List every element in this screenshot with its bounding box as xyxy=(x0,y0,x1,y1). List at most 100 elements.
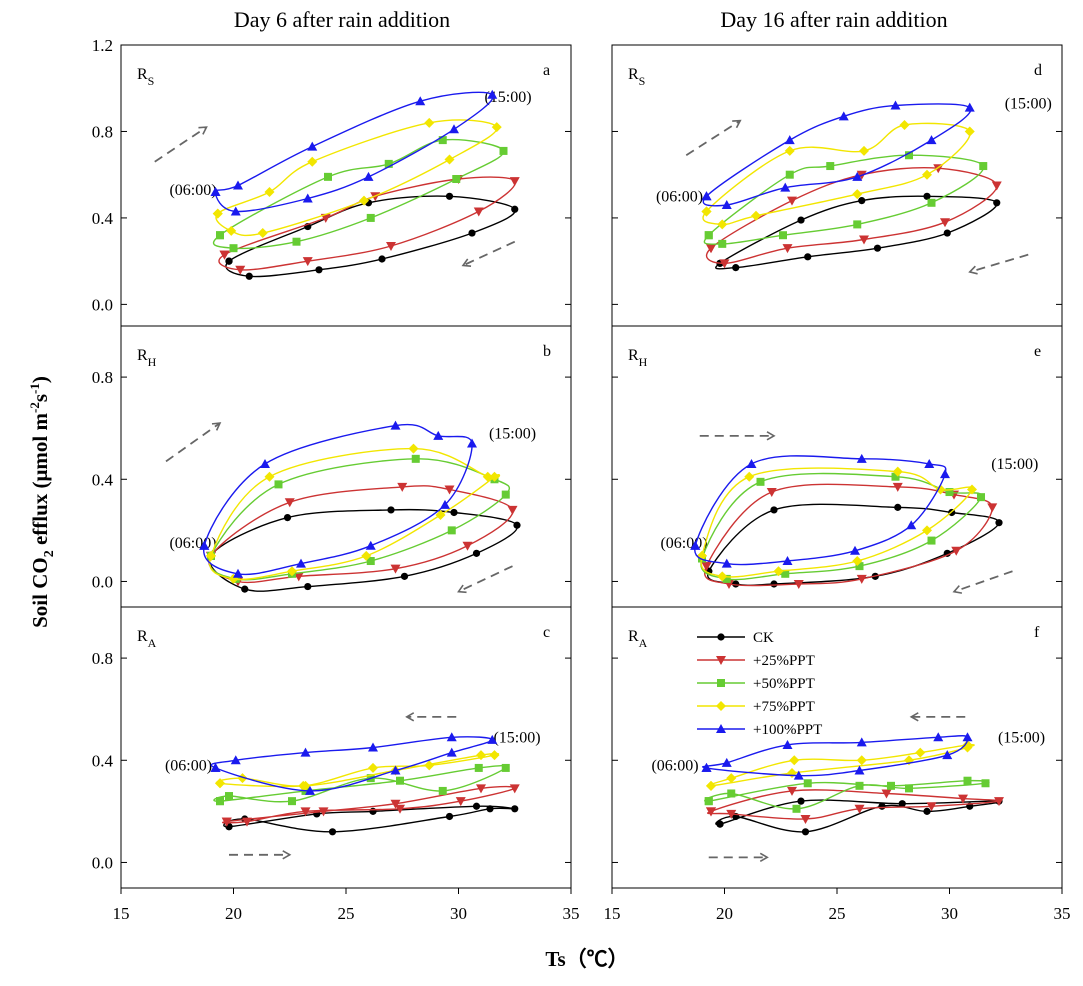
data-point xyxy=(856,755,867,766)
panel-a: 0.0 0.4 0.8 1.2 a RS (06:00) (15:00) xyxy=(92,36,572,327)
data-point xyxy=(287,566,297,577)
data-point xyxy=(721,558,732,568)
panel-e: e RH (06:00) (15:00) xyxy=(611,325,1063,608)
data-point xyxy=(942,750,953,760)
data-point xyxy=(241,585,249,593)
series-line xyxy=(208,458,510,581)
data-point xyxy=(489,471,500,482)
data-point xyxy=(384,159,393,168)
data-point xyxy=(933,732,944,742)
data-point xyxy=(264,186,275,197)
data-point xyxy=(717,571,728,582)
data-point xyxy=(704,797,713,806)
y-axis-title: Soil CO2 efflux (μmol m-2s-1) xyxy=(27,376,57,628)
data-point xyxy=(210,186,221,196)
data-point xyxy=(450,508,458,517)
data-point xyxy=(264,471,275,482)
data-point xyxy=(926,135,937,145)
data-point xyxy=(746,458,757,468)
data-point xyxy=(964,126,975,137)
legend-marker xyxy=(716,656,726,665)
y-tick-label: 0.4 xyxy=(92,470,114,489)
data-point xyxy=(315,266,323,274)
y-tick-label: 0.0 xyxy=(92,853,113,872)
data-point xyxy=(472,802,481,810)
data-point xyxy=(300,780,311,791)
data-point xyxy=(792,804,801,813)
data-point xyxy=(368,762,378,773)
data-point xyxy=(212,208,223,219)
data-point xyxy=(296,558,306,568)
legend: CK +25%PPT +50%PPT +75%PPT +100%PPT xyxy=(697,630,822,738)
data-point xyxy=(501,763,510,772)
legend-marker xyxy=(717,679,725,687)
panel-b: 0.0 0.4 0.8 b RH (06:00) (15:00) xyxy=(92,325,572,608)
data-point xyxy=(411,454,420,463)
data-point xyxy=(445,192,454,200)
data-point xyxy=(274,480,283,489)
data-point xyxy=(233,180,243,190)
data-point xyxy=(892,466,903,477)
data-point xyxy=(721,757,732,767)
y-tick-label: 0.8 xyxy=(92,368,113,387)
component-label: RS xyxy=(628,66,645,88)
panel-frame xyxy=(120,606,572,889)
data-point xyxy=(858,197,866,205)
x-tick-label: 30 xyxy=(450,904,467,923)
data-point xyxy=(288,797,296,806)
panel-frame xyxy=(611,606,1063,889)
legend-label: +25%PPT xyxy=(753,653,815,669)
data-point xyxy=(396,776,404,785)
component-label: RH xyxy=(137,347,157,369)
component-label: RS xyxy=(137,66,154,88)
x-tick-label: 30 xyxy=(941,904,958,923)
data-point xyxy=(366,557,375,566)
series-line xyxy=(704,483,994,587)
data-point xyxy=(445,812,454,821)
data-point xyxy=(304,582,312,591)
x-tick-label: 15 xyxy=(604,904,621,923)
data-point xyxy=(803,779,812,788)
data-point xyxy=(206,550,216,561)
data-point xyxy=(905,784,913,793)
data-point xyxy=(452,175,461,184)
series-line xyxy=(702,103,972,207)
data-point xyxy=(899,119,910,130)
data-point xyxy=(981,779,990,788)
direction-arrow xyxy=(952,570,1013,594)
data-point xyxy=(511,805,519,813)
data-point xyxy=(474,763,483,772)
data-point xyxy=(438,786,447,795)
data-point xyxy=(704,231,713,240)
y-tick-label: 0.8 xyxy=(92,649,113,668)
data-point xyxy=(433,430,444,440)
data-point xyxy=(447,526,456,535)
data-point xyxy=(300,807,311,817)
panel-letter: e xyxy=(1034,343,1041,360)
series-line xyxy=(702,122,971,226)
data-point xyxy=(225,257,233,265)
data-point xyxy=(449,124,459,134)
data-point xyxy=(856,453,867,463)
data-point xyxy=(242,817,252,827)
series-line xyxy=(707,503,1000,586)
direction-arrow xyxy=(968,253,1029,275)
data-point xyxy=(511,205,519,213)
data-point xyxy=(230,206,241,216)
data-point xyxy=(446,747,457,757)
x-tick-label: 20 xyxy=(716,904,733,923)
direction-arrow xyxy=(457,565,513,594)
time-label-start: (06:00) xyxy=(165,757,212,774)
y-tick-label: 0.8 xyxy=(92,122,113,141)
legend-label: CK xyxy=(753,630,774,646)
data-point xyxy=(801,828,810,836)
data-point xyxy=(924,458,935,468)
data-point xyxy=(513,521,521,529)
time-label-end: (15:00) xyxy=(493,729,540,746)
data-point xyxy=(300,747,311,757)
data-point xyxy=(219,250,230,260)
data-point xyxy=(472,549,481,557)
data-point xyxy=(438,136,447,145)
data-point xyxy=(473,207,484,217)
data-point xyxy=(964,102,975,112)
